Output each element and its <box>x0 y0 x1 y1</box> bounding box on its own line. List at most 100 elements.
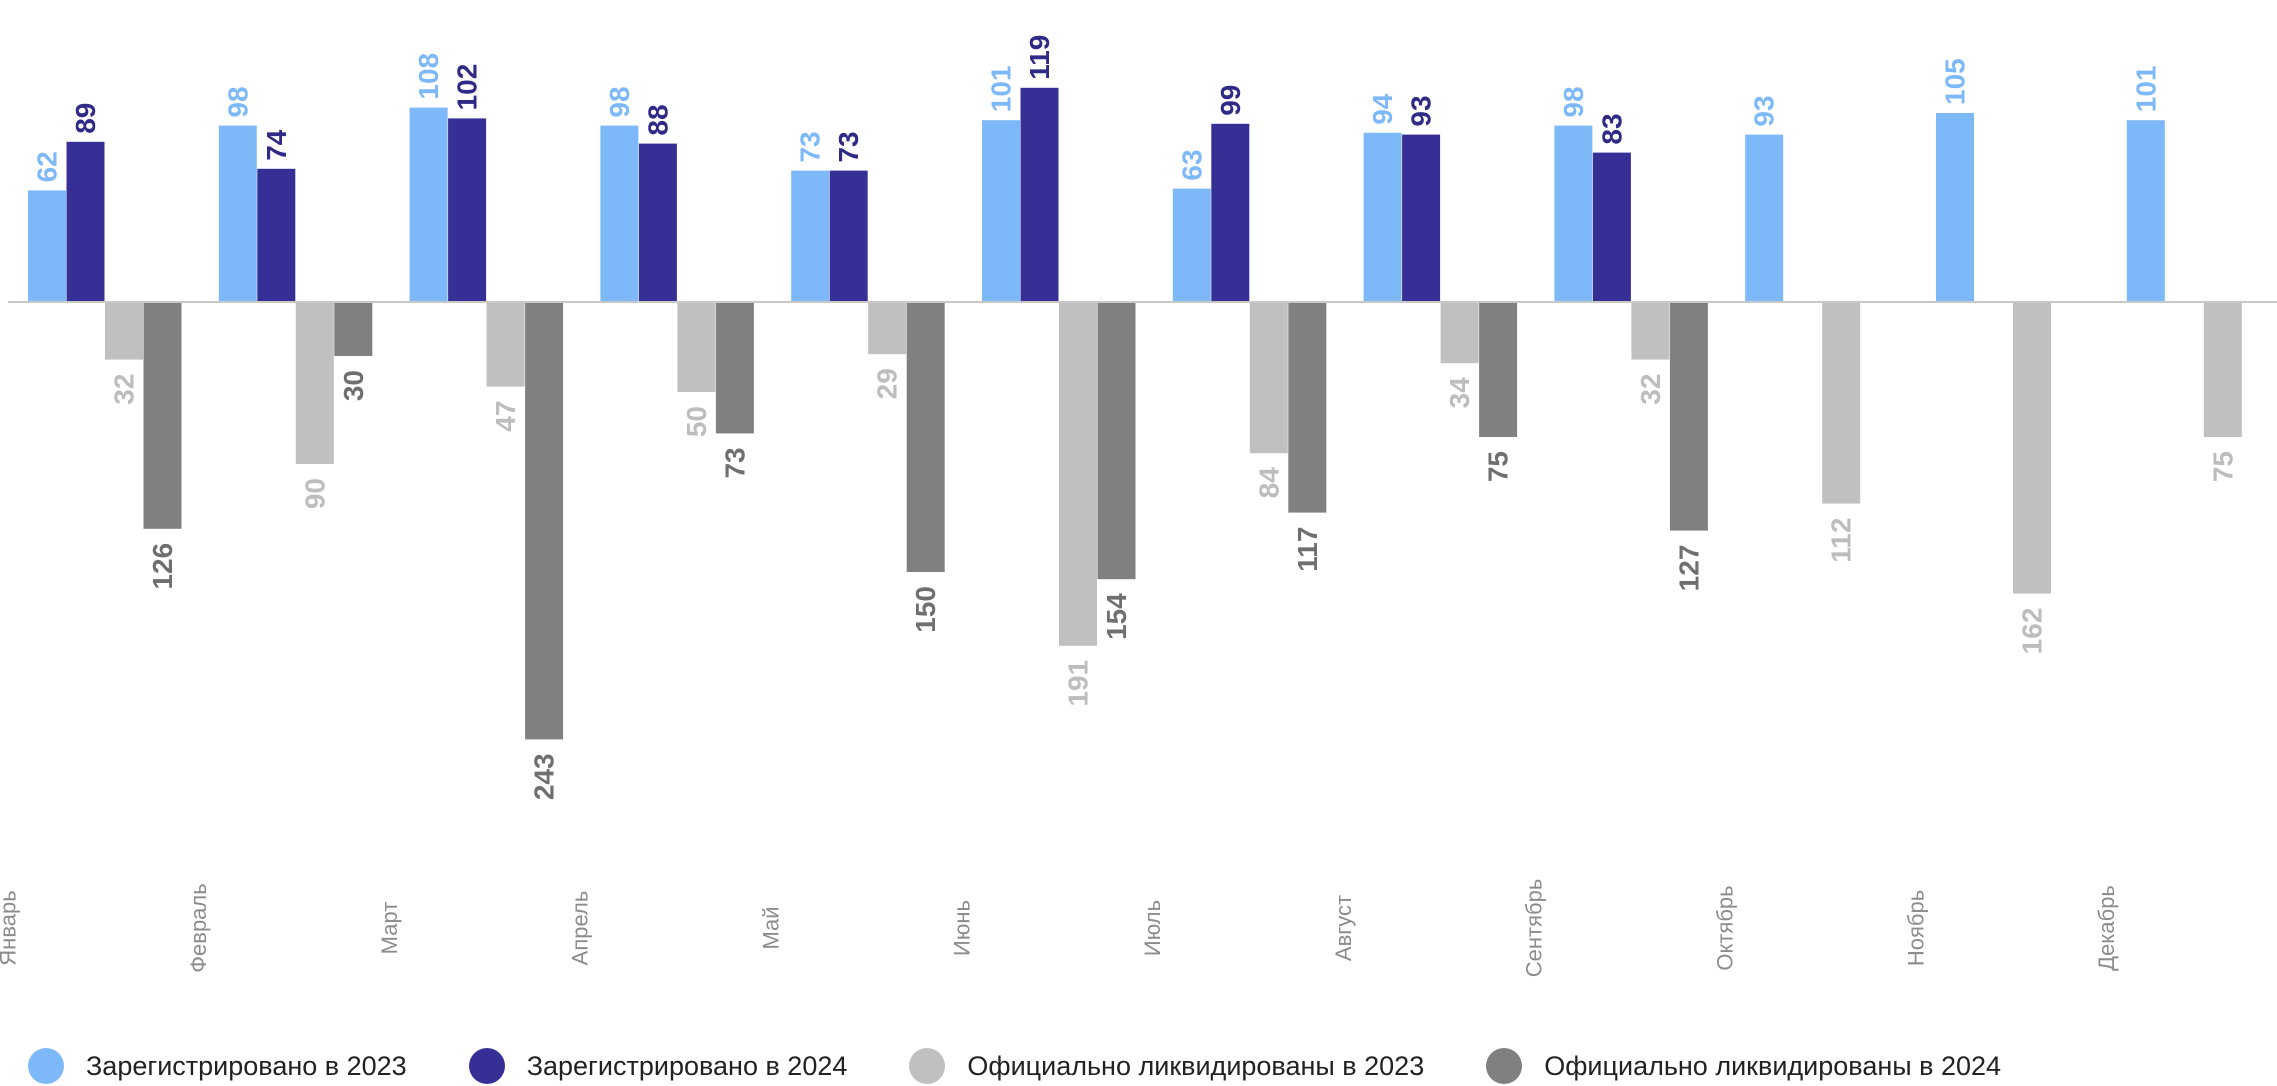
bar-s2-6 <box>1249 302 1288 454</box>
bar-s2-7 <box>1440 302 1479 364</box>
bar-s1-1 <box>257 168 296 302</box>
category-label-8: Сентябрь <box>1522 879 1547 978</box>
data-label-s0-6: 63 <box>1176 149 1207 180</box>
legend-dot-icon <box>28 1048 64 1084</box>
data-label-s1-4: 73 <box>833 131 864 162</box>
data-label-s0-7: 94 <box>1367 93 1398 125</box>
data-label-s0-0: 62 <box>32 151 63 182</box>
data-label-s3-1: 30 <box>338 370 369 401</box>
category-label-5: Июнь <box>949 900 974 956</box>
legend-item-registered-2023: Зарегистрировано в 2023 <box>28 1048 407 1084</box>
bar-s3-2 <box>525 302 564 740</box>
category-label-11: Декабрь <box>2094 885 2119 971</box>
bar-s2-0 <box>105 302 143 360</box>
data-label-s2-3: 50 <box>681 406 712 437</box>
bar-s2-11 <box>2203 302 2242 437</box>
bar-s2-8 <box>1631 302 1670 360</box>
data-label-s2-1: 90 <box>299 478 330 509</box>
data-label-s3-6: 117 <box>1292 527 1323 572</box>
bar-s0-1 <box>218 125 257 302</box>
bar-s3-6 <box>1288 302 1327 513</box>
bar-s0-3 <box>600 125 639 302</box>
data-label-s1-7: 93 <box>1406 95 1437 126</box>
bar-s2-1 <box>295 302 334 464</box>
category-label-2: Март <box>377 902 402 955</box>
bar-s2-4 <box>868 302 907 355</box>
data-label-s1-1: 74 <box>261 129 292 161</box>
bar-s2-9 <box>1822 302 1861 504</box>
bar-s3-7 <box>1479 302 1518 437</box>
bar-s3-5 <box>1097 302 1136 580</box>
data-label-s2-8: 32 <box>1635 374 1666 405</box>
bar-s0-6 <box>1172 188 1211 302</box>
bar-s1-2 <box>448 118 487 303</box>
category-label-6: Июль <box>1140 900 1165 956</box>
legend-item-liquidated-2024: Официально ликвидированы в 2024 <box>1486 1048 2001 1084</box>
data-label-s0-11: 101 <box>2130 65 2161 112</box>
bar-s1-5 <box>1020 87 1059 302</box>
data-label-s2-0: 32 <box>109 374 140 405</box>
bar-s0-8 <box>1554 125 1593 302</box>
bar-s0-7 <box>1363 132 1402 302</box>
data-label-s0-8: 98 <box>1558 86 1589 117</box>
bar-s2-2 <box>486 302 525 387</box>
data-label-s0-10: 105 <box>1940 58 1971 105</box>
legend-label: Зарегистрировано в 2023 <box>86 1050 407 1081</box>
bar-s2-10 <box>2013 302 2051 594</box>
bar-s0-0 <box>28 190 66 302</box>
legend-item-registered-2024: Зарегистрировано в 2024 <box>468 1048 848 1084</box>
data-label-s2-7: 34 <box>1444 377 1475 409</box>
bars-group <box>28 87 2242 740</box>
bar-s3-8 <box>1669 302 1708 531</box>
data-label-s2-5: 191 <box>1063 660 1094 707</box>
legend-dot-icon <box>468 1048 505 1084</box>
category-label-10: Ноябрь <box>1903 890 1928 966</box>
bar-s1-4 <box>829 170 868 302</box>
bar-s1-8 <box>1592 152 1631 302</box>
bar-s1-3 <box>638 143 677 302</box>
legend-dot-icon <box>909 1048 946 1084</box>
bar-s1-6 <box>1211 123 1250 302</box>
bar-s0-2 <box>409 107 448 302</box>
bar-s0-10 <box>1936 113 1974 302</box>
data-label-s0-2: 108 <box>413 53 444 100</box>
category-label-0: Январь <box>0 890 20 965</box>
data-label-s3-0: 126 <box>147 543 178 590</box>
bar-s1-0 <box>66 141 105 302</box>
data-label-s2-6: 84 <box>1253 467 1284 499</box>
bar-s0-9 <box>1745 134 1784 302</box>
data-label-s2-4: 29 <box>872 368 903 399</box>
bar-s1-7 <box>1402 134 1441 302</box>
data-label-s1-0: 89 <box>70 103 101 134</box>
legend-label: Зарегистрировано в 2024 <box>526 1050 848 1081</box>
data-label-s2-11: 75 <box>2207 451 2238 482</box>
data-label-s2-2: 47 <box>490 401 521 432</box>
bar-s2-3 <box>677 302 716 392</box>
bar-s0-11 <box>2126 120 2165 302</box>
data-label-s3-8: 127 <box>1673 545 1704 592</box>
data-label-s3-4: 150 <box>910 586 941 633</box>
data-label-s3-5: 154 <box>1101 593 1132 640</box>
category-label-1: Февраль <box>186 883 211 972</box>
category-label-3: Апрель <box>568 891 593 966</box>
data-label-s1-5: 119 <box>1024 35 1055 80</box>
data-label-s0-1: 98 <box>222 86 253 117</box>
legend-label: Официально ликвидированы в 2024 <box>1544 1050 2002 1081</box>
data-label-s1-2: 102 <box>452 64 483 111</box>
data-label-s0-4: 73 <box>795 131 826 162</box>
data-label-s1-6: 99 <box>1215 85 1246 116</box>
legend-dot-icon <box>1486 1048 1523 1084</box>
bar-s3-3 <box>715 302 754 434</box>
data-label-s0-3: 98 <box>604 86 635 117</box>
bar-s3-0 <box>143 302 182 529</box>
category-labels-group: Январь Февраль Март Апрель Май Июнь Июль Август… <box>0 879 2119 978</box>
bar-s3-1 <box>334 302 373 356</box>
bar-s2-5 <box>1059 302 1097 646</box>
data-label-s1-8: 83 <box>1596 113 1627 144</box>
category-label-9: Октябрь <box>1712 885 1737 970</box>
data-label-s2-10: 162 <box>2017 608 2048 655</box>
legend: Зарегистрировано в 2023 Зарегистрировано… <box>28 1046 2063 1086</box>
data-label-s3-2: 243 <box>529 753 560 800</box>
